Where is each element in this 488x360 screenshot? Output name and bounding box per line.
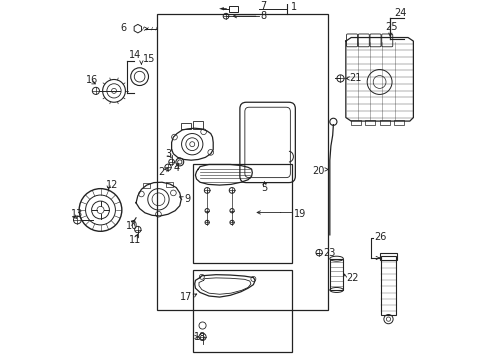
Text: 12: 12	[105, 180, 118, 190]
Bar	[143, 183, 150, 188]
Text: 18: 18	[194, 332, 206, 342]
Text: 4: 4	[173, 163, 179, 174]
Bar	[379, 253, 397, 260]
Bar	[157, 14, 327, 310]
Bar	[379, 120, 389, 125]
Bar	[193, 270, 292, 352]
Bar	[365, 120, 375, 125]
Text: 15: 15	[143, 54, 155, 64]
Bar	[393, 120, 403, 125]
Text: 11: 11	[129, 235, 141, 245]
Bar	[228, 6, 237, 12]
Bar	[193, 164, 292, 263]
Bar	[193, 121, 203, 129]
Text: 3: 3	[165, 149, 171, 159]
Text: 10: 10	[125, 221, 138, 231]
Bar	[165, 182, 172, 187]
Text: 23: 23	[323, 248, 335, 258]
Text: 22: 22	[345, 273, 358, 283]
Text: 26: 26	[373, 231, 386, 242]
Text: 20: 20	[311, 166, 324, 176]
Text: 9: 9	[183, 194, 190, 204]
Text: 14: 14	[129, 50, 141, 60]
Text: 1: 1	[290, 2, 296, 12]
Bar	[381, 256, 395, 315]
FancyArrow shape	[219, 7, 226, 10]
Bar	[329, 259, 343, 290]
Text: 25: 25	[384, 22, 397, 32]
Text: 7: 7	[260, 1, 266, 11]
Text: 13: 13	[71, 209, 83, 219]
Text: 19: 19	[294, 208, 306, 219]
Text: 16: 16	[86, 75, 98, 85]
Text: 5: 5	[260, 183, 266, 193]
Bar	[180, 122, 191, 129]
Text: 2: 2	[158, 167, 164, 176]
Text: 24: 24	[393, 8, 406, 18]
Text: 17: 17	[180, 292, 192, 302]
Bar	[350, 120, 360, 125]
Text: 21: 21	[348, 73, 361, 84]
Text: 8: 8	[260, 11, 266, 21]
Text: 6: 6	[120, 23, 126, 33]
